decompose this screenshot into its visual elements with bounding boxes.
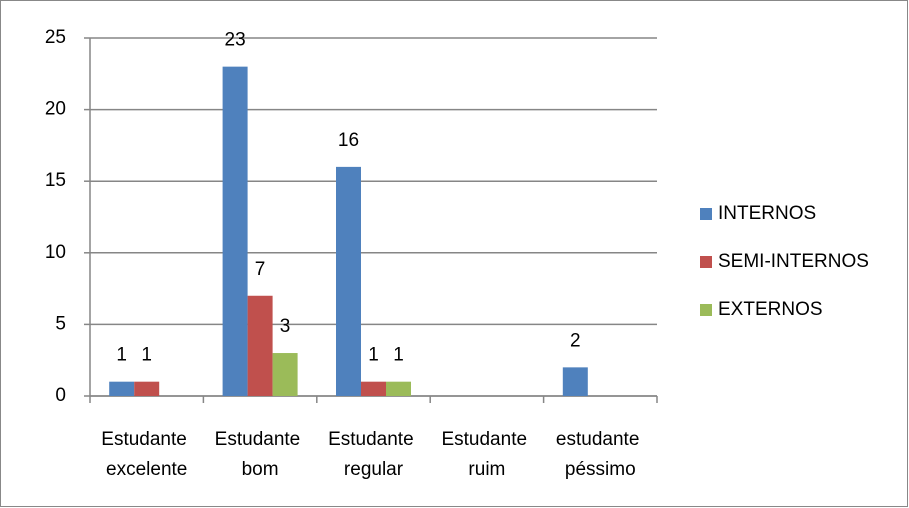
bar [109,381,135,396]
legend-label: INTERNOS [718,203,816,224]
data-label: 16 [338,130,359,151]
legend-swatch [700,208,712,220]
legend-label: SEMI-INTERNOS [718,251,869,272]
bar [222,66,248,396]
x-tick-label: Estudante bom [215,429,306,480]
bar [272,353,298,396]
data-label: 3 [280,316,291,337]
legend-label: EXTERNOS [718,299,823,320]
x-tick-label: Estudante excelente [101,429,192,480]
bar [361,381,386,396]
data-label: 7 [255,259,266,280]
y-tick-label: 15 [45,170,66,191]
data-label: 1 [393,345,404,366]
bar [386,381,411,396]
data-label: 1 [368,345,379,366]
bar [336,166,361,396]
bar [247,295,273,396]
y-tick-label: 5 [55,313,66,334]
bar [562,367,588,396]
bar [134,381,160,396]
x-tick-label: estudante péssimo [556,429,645,480]
data-label: 2 [570,330,581,351]
y-tick-label: 10 [45,242,66,263]
data-label: 1 [116,345,127,366]
x-tick-label: Estudante ruim [441,429,532,480]
y-tick-label: 20 [45,99,66,120]
legend-swatch [700,304,712,316]
data-label: 23 [225,30,246,51]
x-tick-label: Estudante regular [328,429,419,480]
legend-swatch [700,256,712,268]
data-label: 1 [141,345,152,366]
y-tick-label: 0 [55,385,66,406]
y-tick-label: 25 [45,27,66,48]
